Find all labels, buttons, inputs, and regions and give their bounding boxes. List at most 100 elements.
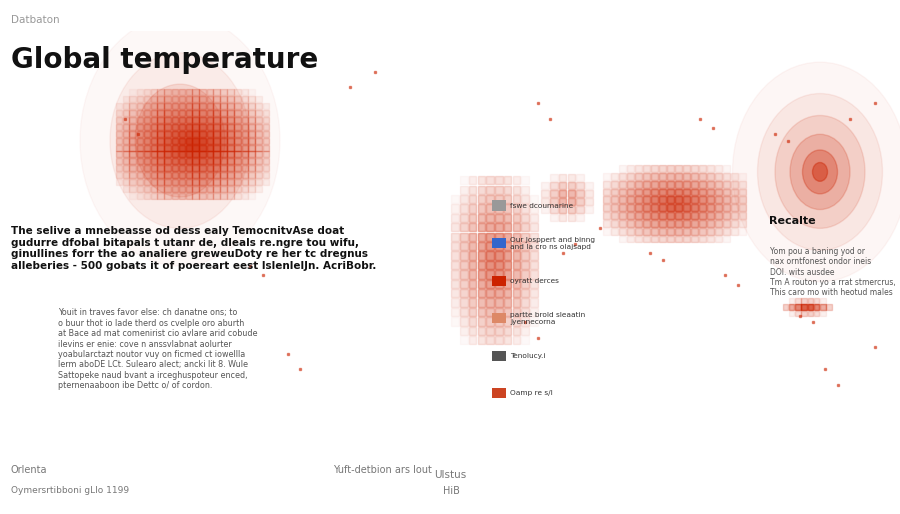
Bar — [478, 289, 485, 297]
Bar — [115, 165, 122, 171]
Bar — [220, 165, 227, 171]
Bar — [659, 165, 666, 172]
Bar — [643, 235, 650, 243]
Bar — [158, 117, 164, 123]
Bar — [165, 158, 171, 164]
Bar — [137, 152, 143, 157]
Bar — [541, 182, 549, 189]
Bar — [486, 176, 494, 185]
Bar — [530, 308, 537, 316]
Bar — [460, 270, 468, 279]
Bar — [619, 228, 626, 234]
Bar — [228, 144, 234, 151]
Bar — [469, 251, 476, 260]
Bar — [683, 196, 690, 203]
Bar — [667, 228, 674, 234]
Bar — [122, 96, 129, 102]
Bar — [220, 158, 227, 164]
Bar — [585, 198, 593, 205]
Bar — [521, 270, 529, 279]
Bar — [603, 220, 610, 227]
Bar — [460, 336, 468, 344]
Bar — [165, 96, 171, 102]
Bar — [731, 212, 738, 219]
Bar — [206, 117, 212, 123]
Bar — [504, 242, 511, 250]
Bar — [469, 233, 476, 241]
Bar — [504, 327, 511, 335]
Bar — [788, 304, 794, 310]
Bar — [130, 124, 136, 130]
Bar — [130, 131, 136, 137]
Bar — [165, 124, 171, 130]
Bar — [478, 242, 485, 250]
Bar — [228, 124, 234, 130]
Bar — [158, 96, 164, 102]
Bar — [469, 280, 476, 288]
Bar — [115, 158, 122, 164]
Bar — [143, 179, 149, 185]
Bar — [115, 138, 122, 144]
Bar — [504, 336, 511, 344]
Bar — [241, 124, 248, 130]
Bar — [115, 152, 122, 157]
Bar — [185, 152, 192, 157]
Bar — [193, 165, 199, 171]
Bar — [486, 270, 494, 279]
Bar — [241, 117, 248, 123]
Bar — [158, 172, 164, 178]
Bar — [451, 214, 459, 222]
Bar — [193, 117, 199, 123]
Bar — [530, 233, 537, 241]
Bar — [241, 103, 248, 109]
Bar — [256, 186, 262, 192]
Bar — [130, 144, 136, 151]
Bar — [158, 158, 164, 164]
Bar — [469, 270, 476, 279]
Bar — [220, 179, 227, 185]
Bar — [683, 235, 690, 243]
Bar — [248, 103, 255, 109]
Bar — [200, 165, 206, 171]
Bar — [150, 158, 157, 164]
Bar — [206, 96, 212, 102]
Bar — [193, 124, 199, 130]
Bar — [651, 196, 658, 203]
Bar — [263, 172, 269, 178]
Bar — [143, 117, 149, 123]
Bar — [451, 261, 459, 269]
Bar — [122, 124, 129, 130]
Bar — [248, 110, 255, 116]
Bar — [495, 261, 503, 269]
Bar — [451, 223, 459, 231]
Bar — [651, 204, 658, 211]
Bar — [691, 165, 698, 172]
Bar — [782, 304, 788, 310]
Bar — [178, 193, 184, 199]
Bar — [486, 280, 494, 288]
Bar — [699, 173, 706, 180]
Bar — [469, 186, 476, 194]
Bar — [213, 103, 220, 109]
Bar — [115, 144, 122, 151]
Bar — [137, 110, 143, 116]
Bar — [137, 172, 143, 178]
Bar — [115, 117, 122, 123]
Bar — [675, 212, 682, 219]
Bar — [143, 124, 149, 130]
Bar — [241, 193, 248, 199]
Bar — [495, 289, 503, 297]
Bar — [200, 131, 206, 137]
Bar — [659, 181, 666, 188]
Bar — [699, 196, 706, 203]
Bar — [801, 304, 806, 310]
Bar — [530, 299, 537, 307]
Bar — [559, 198, 566, 205]
Bar — [143, 144, 149, 151]
Bar — [795, 304, 800, 310]
Bar — [659, 228, 666, 234]
Bar — [495, 270, 503, 279]
Bar — [521, 242, 529, 250]
Bar — [715, 181, 722, 188]
Bar — [667, 196, 674, 203]
